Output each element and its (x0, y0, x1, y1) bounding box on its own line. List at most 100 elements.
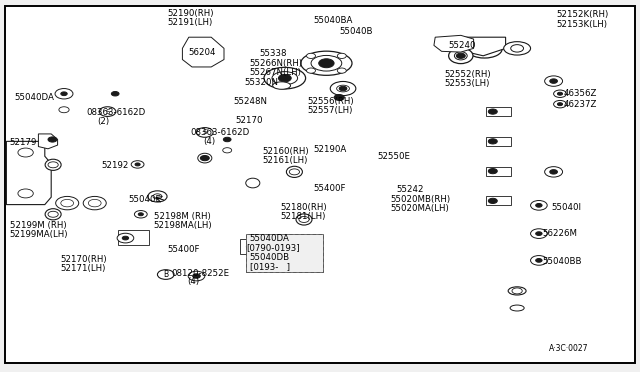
Text: S: S (203, 129, 207, 135)
Text: 55242: 55242 (397, 185, 424, 194)
Bar (246, 234, 323, 272)
Circle shape (223, 137, 231, 142)
Circle shape (337, 53, 346, 58)
Circle shape (554, 90, 566, 97)
Ellipse shape (45, 209, 61, 220)
Ellipse shape (246, 178, 260, 188)
Text: 52179: 52179 (10, 138, 37, 147)
Bar (486, 167, 511, 176)
Ellipse shape (198, 153, 212, 163)
Ellipse shape (301, 51, 352, 75)
Circle shape (319, 59, 334, 68)
Text: 08363-6162D: 08363-6162D (191, 128, 250, 137)
Circle shape (456, 53, 465, 58)
Circle shape (153, 194, 162, 199)
Circle shape (545, 167, 563, 177)
Text: 55040BB: 55040BB (543, 257, 582, 266)
Ellipse shape (272, 71, 298, 84)
Circle shape (557, 92, 563, 95)
Bar (246, 234, 323, 272)
Circle shape (122, 236, 129, 240)
Polygon shape (464, 37, 506, 56)
Circle shape (246, 242, 263, 251)
Circle shape (488, 139, 497, 144)
Circle shape (488, 109, 497, 114)
Ellipse shape (330, 81, 356, 96)
Circle shape (117, 233, 134, 243)
Circle shape (83, 196, 106, 210)
Circle shape (278, 74, 291, 82)
Text: 52152K(RH): 52152K(RH) (557, 10, 609, 19)
Circle shape (536, 203, 542, 207)
Circle shape (138, 213, 143, 216)
Circle shape (511, 45, 524, 52)
Text: 55248N: 55248N (234, 97, 268, 106)
Circle shape (48, 162, 58, 168)
Ellipse shape (508, 287, 526, 295)
Circle shape (131, 161, 144, 168)
Ellipse shape (449, 48, 473, 64)
Text: 52199MA(LH): 52199MA(LH) (10, 230, 68, 239)
Circle shape (18, 189, 33, 198)
Text: 52171(LH): 52171(LH) (61, 264, 106, 273)
Ellipse shape (296, 214, 312, 225)
Text: 55040BA: 55040BA (314, 16, 353, 25)
Bar (486, 137, 511, 146)
Circle shape (188, 271, 205, 281)
Circle shape (134, 211, 147, 218)
Circle shape (200, 155, 209, 161)
Circle shape (48, 211, 58, 217)
Circle shape (252, 245, 258, 248)
Text: (4): (4) (187, 278, 199, 286)
Ellipse shape (287, 166, 303, 177)
Bar (240, 239, 271, 254)
Ellipse shape (504, 42, 531, 55)
Circle shape (299, 217, 309, 222)
Circle shape (18, 148, 33, 157)
Text: 55266N(RH): 55266N(RH) (250, 60, 303, 68)
Circle shape (536, 259, 542, 262)
Text: 55040DA: 55040DA (250, 234, 289, 243)
Text: 08363-6162D: 08363-6162D (86, 108, 146, 117)
Bar (486, 107, 511, 116)
Circle shape (512, 288, 522, 294)
Circle shape (536, 232, 542, 235)
Circle shape (531, 256, 547, 265)
Text: 52550E: 52550E (378, 152, 411, 161)
Text: (2): (2) (97, 117, 109, 126)
Text: 46356Z: 46356Z (563, 89, 596, 97)
Circle shape (531, 201, 547, 210)
Text: 55240: 55240 (448, 41, 476, 50)
Text: [0790-0193]: [0790-0193] (246, 243, 300, 252)
Circle shape (550, 170, 557, 174)
Text: 55040DA: 55040DA (14, 93, 54, 102)
Text: 52180(RH): 52180(RH) (280, 203, 327, 212)
Text: 55020MA(LH): 55020MA(LH) (390, 204, 449, 213)
Ellipse shape (510, 305, 524, 311)
Text: 55040E: 55040E (128, 195, 161, 204)
Text: 52153K(LH): 52153K(LH) (557, 20, 608, 29)
Text: 52160(RH): 52160(RH) (262, 147, 309, 155)
Text: 55040I: 55040I (552, 203, 582, 212)
Text: 46237Z: 46237Z (563, 100, 596, 109)
Text: S: S (106, 109, 109, 115)
Text: 52170: 52170 (236, 116, 263, 125)
Circle shape (223, 148, 232, 153)
Text: 52552(RH): 52552(RH) (445, 70, 492, 79)
Text: 52190A: 52190A (314, 145, 347, 154)
Bar (486, 196, 511, 205)
Text: 55040B: 55040B (339, 27, 372, 36)
Text: 52161(LH): 52161(LH) (262, 156, 308, 165)
Text: 52198MA(LH): 52198MA(LH) (154, 221, 212, 230)
Circle shape (56, 196, 79, 210)
Text: 52191(LH): 52191(LH) (168, 18, 213, 27)
Text: 52556(RH): 52556(RH) (307, 97, 354, 106)
Text: A·3C·0027: A·3C·0027 (549, 344, 589, 353)
Circle shape (289, 169, 300, 175)
Circle shape (488, 198, 497, 203)
Text: 55320N: 55320N (244, 78, 278, 87)
Text: 52170(RH): 52170(RH) (61, 255, 108, 264)
Text: 55020MB(RH): 55020MB(RH) (390, 195, 451, 203)
Text: 55338: 55338 (259, 49, 287, 58)
Text: B: B (163, 270, 168, 279)
